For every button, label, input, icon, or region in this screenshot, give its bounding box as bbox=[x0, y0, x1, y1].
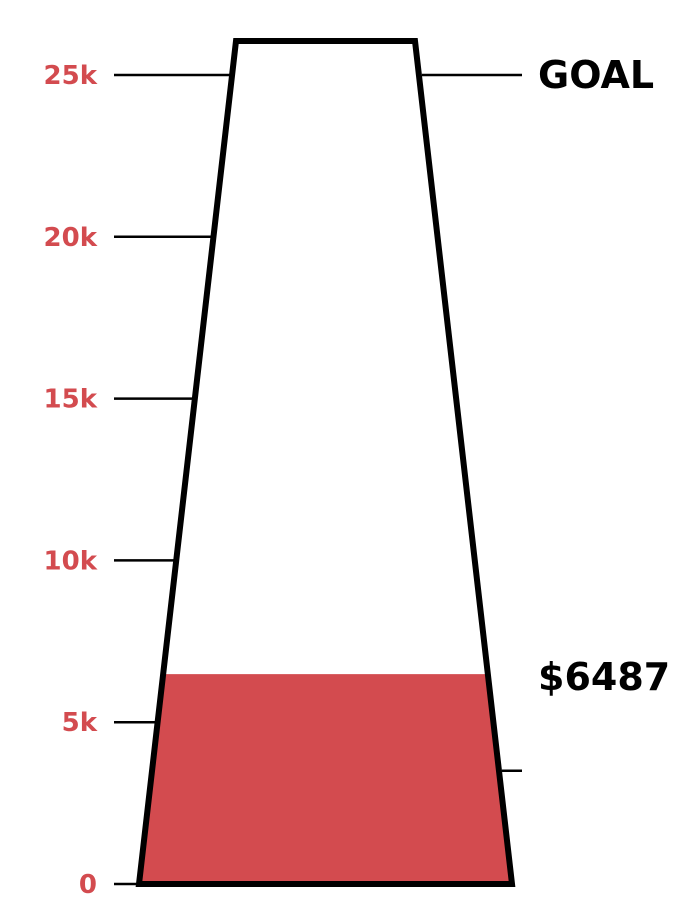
y-tick-label: 10k bbox=[44, 546, 98, 576]
current-amount-label: $6487 bbox=[538, 655, 670, 699]
y-tick-label: 15k bbox=[44, 385, 98, 415]
thermometer-outline bbox=[135, 38, 516, 887]
y-tick-label: 20k bbox=[44, 223, 98, 253]
y-tick-label: 5k bbox=[62, 708, 98, 738]
current-amount-fill bbox=[139, 674, 512, 884]
y-tick-label: 0 bbox=[79, 870, 97, 900]
y-axis-ticks: 0 5k 10k 15k 20k 25k bbox=[44, 61, 233, 900]
goal-label: GOAL bbox=[538, 53, 654, 97]
y-tick-label: 25k bbox=[44, 61, 98, 91]
